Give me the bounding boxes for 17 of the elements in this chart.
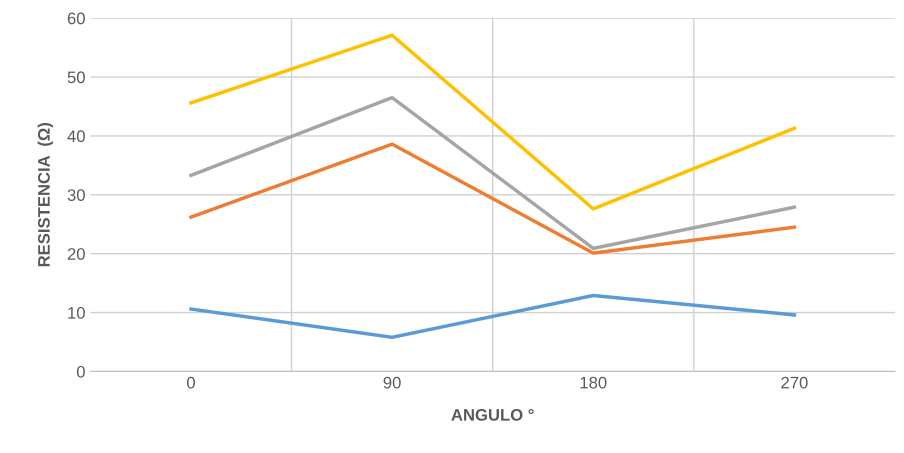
- y-tick-label: 10: [68, 306, 85, 319]
- line-series: [189, 96, 796, 250]
- y-tick-label: 50: [68, 71, 85, 84]
- line-series: [189, 142, 796, 255]
- x-axis-title: ANGULO °: [451, 408, 534, 421]
- x-tick-label: 90: [384, 376, 401, 389]
- y-tick-label: 40: [67, 130, 85, 142]
- y-tick-label: 20: [68, 248, 85, 260]
- x-tick-label: 180: [580, 376, 607, 389]
- y-tick-label: 60: [68, 12, 85, 24]
- line-series: [189, 33, 796, 211]
- x-tick-label: 0: [186, 376, 195, 389]
- y-axis-title: RESISTENCIA (Ω): [38, 123, 54, 266]
- y-tick-label: 30: [68, 189, 85, 201]
- y-tick-label: 0: [76, 366, 85, 378]
- line-series: [189, 294, 796, 340]
- x-tick-label: 270: [781, 376, 808, 389]
